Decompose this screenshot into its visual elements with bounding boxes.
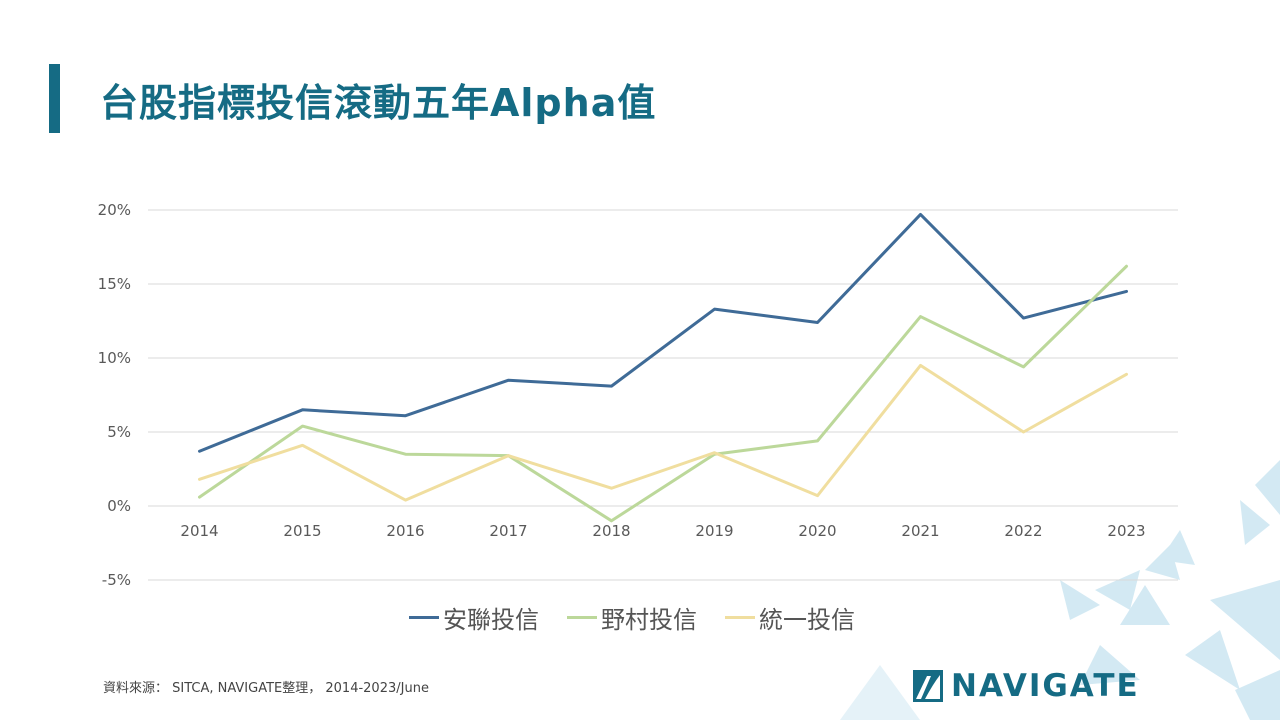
legend: 安聯投信 野村投信 統一投信: [0, 600, 1272, 635]
x-tick-label: 2023: [1107, 522, 1145, 540]
x-tick-label: 2017: [489, 522, 527, 540]
source-note: 資料來源： SITCA, NAVIGATE整理， 2014-2023/June: [103, 681, 429, 696]
title-accent-bar: [49, 64, 60, 133]
legend-swatch: [409, 616, 439, 619]
legend-item: 安聯投信: [409, 600, 539, 635]
legend-label: 統一投信: [759, 606, 855, 634]
series: [198, 212, 1128, 523]
y-tick-label: 20%: [98, 201, 131, 219]
x-tick-label: 2018: [592, 522, 630, 540]
x-tick-label: 2014: [180, 522, 218, 540]
brand-logo: NAVIGATE: [913, 668, 1140, 704]
y-tick-label: -5%: [102, 571, 131, 589]
page-title: 台股指標投信滾動五年Alpha值: [100, 81, 657, 125]
line-chart: 2014 2015 2016 2017 2018 2019 2020 2021 2022 2023…: [98, 201, 1178, 589]
y-tick-label: 5%: [107, 423, 131, 441]
y-tick-label: 10%: [98, 349, 131, 367]
x-tick-label: 2020: [798, 522, 836, 540]
x-tick-label: 2015: [283, 522, 321, 540]
legend-swatch: [567, 616, 597, 619]
series-line-2: [198, 264, 1128, 523]
y-tick-label: 0%: [107, 497, 131, 515]
x-tick-label: 2016: [386, 522, 424, 540]
legend-swatch: [725, 616, 755, 619]
y-tick-label: 15%: [98, 275, 131, 293]
legend-item: 統一投信: [725, 600, 855, 635]
x-tick-label: 2019: [695, 522, 733, 540]
brand-name: NAVIGATE: [951, 668, 1140, 704]
series-line-3: [198, 363, 1128, 502]
legend-label: 安聯投信: [443, 606, 539, 634]
x-tick-label: 2021: [901, 522, 939, 540]
navigate-logo-icon: [913, 670, 943, 702]
legend-item: 野村投信: [567, 600, 697, 635]
y-axis: 20% 15% 10% 5% 0% -5%: [98, 201, 131, 589]
x-axis: 2014 2015 2016 2017 2018 2019 2020 2021 2022 2023: [180, 522, 1145, 540]
legend-label: 野村投信: [601, 606, 697, 634]
decorative-shapes: [840, 460, 1280, 720]
series-line-1: [198, 212, 1128, 453]
x-tick-label: 2022: [1004, 522, 1042, 540]
